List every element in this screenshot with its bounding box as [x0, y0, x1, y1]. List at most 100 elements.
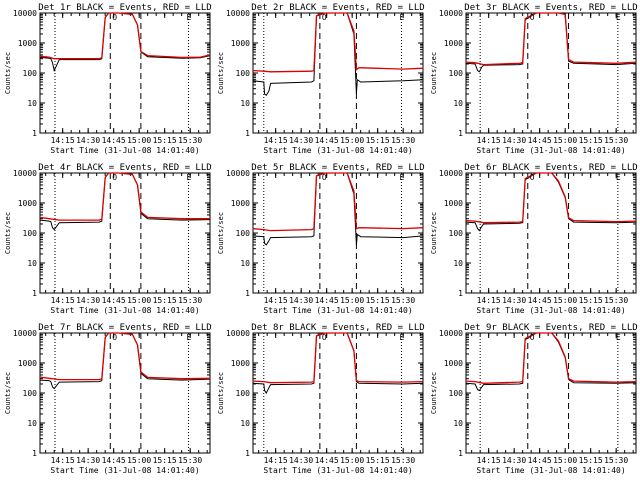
- mode-marker: O: [112, 13, 117, 22]
- mode-marker: E: [186, 13, 191, 22]
- x-tick-label: 14:15: [264, 136, 288, 145]
- y-tick-label: 10000: [13, 329, 37, 338]
- x-tick-label: 14:30: [502, 456, 526, 465]
- y-axis-label: Counts/sec: [217, 372, 225, 414]
- plot-frame: [252, 332, 424, 454]
- mode-marker: O: [322, 333, 327, 342]
- y-tick-label: 1: [32, 129, 37, 138]
- y-tick-label: 10000: [226, 329, 250, 338]
- x-tick-label: 15:30: [391, 456, 415, 465]
- x-tick-label: 14:15: [51, 136, 75, 145]
- panel-9: Det 9r BLACK = Events, RED = LLD 1 10 100 10…: [430, 323, 638, 475]
- x-axis-label: Start Time (31-Jul-08 14:01:40): [263, 146, 412, 155]
- y-tick-label: 10000: [13, 169, 37, 178]
- series-line-red: [465, 172, 637, 224]
- x-axis-label: Start Time (31-Jul-08 14:01:40): [50, 306, 199, 315]
- y-tick-label: 1: [245, 449, 250, 458]
- x-axis-label: Start Time (31-Jul-08 14:01:40): [50, 466, 199, 475]
- y-tick-label: 10: [27, 99, 37, 108]
- y-tick-label: 100: [23, 229, 38, 238]
- series-line-black: [252, 332, 424, 394]
- y-tick-label: 1: [458, 129, 463, 138]
- x-tick-label: 14:15: [264, 456, 288, 465]
- x-tick-label: 14:30: [289, 296, 313, 305]
- x-tick-label: 14:30: [289, 456, 313, 465]
- y-tick-label: 100: [236, 229, 251, 238]
- plot-frame: [465, 12, 637, 134]
- x-tick-label: 14:30: [289, 136, 313, 145]
- mode-marker: O: [112, 333, 117, 342]
- x-tick-label: 14:15: [477, 136, 501, 145]
- mode-marker: O: [530, 173, 535, 182]
- panel-title: Det 5r BLACK = Events, RED = LLD: [251, 163, 424, 173]
- panel-title: Det 3r BLACK = Events, RED = LLD: [464, 3, 637, 13]
- series-line-red: [465, 332, 637, 384]
- series-line-black: [252, 12, 424, 97]
- panel-title: Det 4r BLACK = Events, RED = LLD: [38, 163, 211, 173]
- x-tick-label: 15:00: [340, 456, 364, 465]
- y-tick-label: 1: [32, 449, 37, 458]
- x-tick-label: 14:45: [528, 136, 552, 145]
- y-axis-label: Counts/sec: [217, 212, 225, 254]
- series-line-red: [252, 12, 424, 73]
- y-tick-label: 1: [458, 449, 463, 458]
- x-tick-label: 15:00: [127, 136, 151, 145]
- y-tick-label: 1000: [231, 39, 250, 48]
- mode-marker: O: [530, 333, 535, 342]
- y-tick-label: 1000: [18, 39, 37, 48]
- panel-5: Det 5r BLACK = Events, RED = LLD 1 10 100 10…: [217, 163, 425, 315]
- panel-title: Det 6r BLACK = Events, RED = LLD: [464, 163, 637, 173]
- x-axis-label: Start Time (31-Jul-08 14:01:40): [476, 146, 625, 155]
- y-tick-label: 1000: [18, 199, 37, 208]
- x-tick-label: 14:30: [76, 456, 100, 465]
- mode-marker: E: [399, 13, 404, 22]
- plot-frame: [465, 332, 637, 454]
- y-tick-label: 10: [453, 419, 463, 428]
- x-tick-label: 15:00: [553, 456, 577, 465]
- x-tick-label: 14:45: [528, 456, 552, 465]
- panel-2: Det 2r BLACK = Events, RED = LLD 1 10 100 10…: [217, 3, 425, 155]
- series-line-black: [252, 172, 424, 246]
- x-tick-label: 14:15: [51, 456, 75, 465]
- panel-title: Det 2r BLACK = Events, RED = LLD: [251, 3, 424, 13]
- panel-title: Det 7r BLACK = Events, RED = LLD: [38, 323, 211, 333]
- panel-3: Det 3r BLACK = Events, RED = LLD 1 10 100 10…: [430, 3, 638, 155]
- x-axis-label: Start Time (31-Jul-08 14:01:40): [263, 466, 412, 475]
- y-tick-label: 100: [23, 69, 38, 78]
- y-axis-label: Counts/sec: [430, 52, 438, 94]
- series-line-red: [39, 172, 210, 221]
- x-axis-label: Start Time (31-Jul-08 14:01:40): [50, 146, 199, 155]
- y-tick-label: 1: [245, 289, 250, 298]
- x-tick-label: 15:00: [340, 296, 364, 305]
- mode-marker: E: [186, 173, 191, 182]
- series-line-black: [39, 332, 211, 390]
- panel-title: Det 1r BLACK = Events, RED = LLD: [38, 3, 211, 13]
- y-tick-label: 1000: [444, 199, 463, 208]
- panel-title: Det 9r BLACK = Events, RED = LLD: [464, 323, 637, 333]
- panel-1: Det 1r BLACK = Events, RED = LLD 1 10 100 10…: [4, 3, 212, 155]
- panel-8: Det 8r BLACK = Events, RED = LLD 1 10 100 10…: [217, 323, 425, 475]
- series-line-red: [39, 12, 211, 60]
- x-tick-label: 15:30: [178, 136, 202, 145]
- y-tick-label: 1: [458, 289, 463, 298]
- y-axis-label: Counts/sec: [430, 372, 438, 414]
- x-tick-label: 14:15: [264, 296, 288, 305]
- y-tick-label: 10: [27, 419, 37, 428]
- series-line-red: [39, 332, 211, 381]
- plot-frame: [465, 172, 637, 294]
- y-tick-label: 100: [236, 389, 251, 398]
- plot-frame: [252, 12, 424, 134]
- x-tick-label: 15:15: [579, 456, 603, 465]
- x-tick-label: 15:15: [366, 136, 390, 145]
- y-tick-label: 100: [23, 389, 38, 398]
- series-line-red: [465, 12, 637, 66]
- plot-frame: [39, 12, 211, 134]
- x-tick-label: 14:45: [102, 296, 126, 305]
- plot-frame: [39, 332, 211, 454]
- x-tick-label: 14:45: [528, 296, 552, 305]
- y-tick-label: 1000: [231, 359, 250, 368]
- x-tick-label: 14:30: [76, 296, 100, 305]
- y-tick-label: 1: [32, 289, 37, 298]
- y-tick-label: 10: [453, 99, 463, 108]
- x-tick-label: 15:30: [604, 296, 628, 305]
